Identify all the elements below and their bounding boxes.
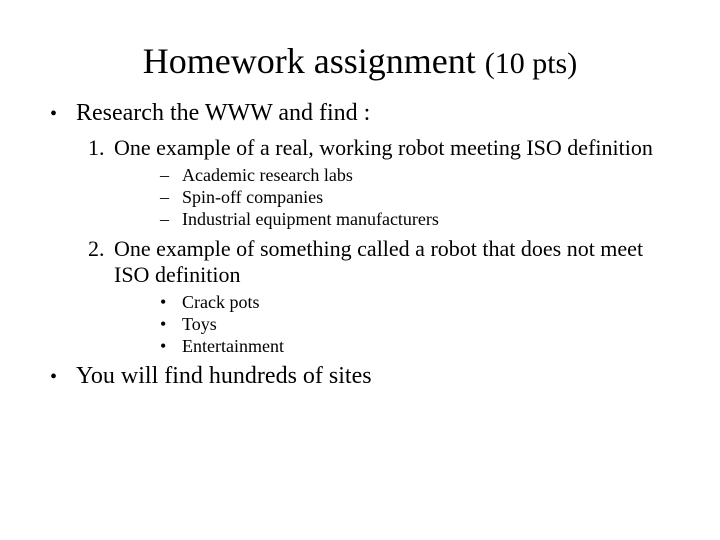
slide: Homework assignment (10 pts) • Research … — [0, 0, 720, 540]
dot-marker: • — [160, 314, 182, 335]
sub-item: – Academic research labs — [160, 165, 670, 186]
numbered-item-2: 2. One example of something called a rob… — [88, 236, 670, 288]
sub-group-1: – Academic research labs – Spin-off comp… — [160, 165, 670, 230]
number-marker: 2. — [88, 236, 114, 262]
sub-item: • Crack pots — [160, 292, 670, 313]
sub-text: Crack pots — [182, 292, 259, 313]
numbered-item-1: 1. One example of a real, working robot … — [88, 135, 670, 161]
title-main: Homework assignment — [143, 41, 476, 81]
dash-marker: – — [160, 187, 182, 208]
sub-item: • Toys — [160, 314, 670, 335]
sub-text: Spin-off companies — [182, 187, 323, 208]
bullet-text: You will find hundreds of sites — [76, 363, 372, 390]
bullet-marker: • — [50, 366, 76, 389]
title-sub: (10 pts) — [485, 47, 578, 80]
slide-title: Homework assignment (10 pts) — [50, 40, 670, 82]
bullet-text: Research the WWW and find : — [76, 100, 370, 127]
sub-text: Industrial equipment manufacturers — [182, 209, 439, 230]
bullet-marker: • — [50, 103, 76, 126]
dot-marker: • — [160, 292, 182, 313]
sub-text: Academic research labs — [182, 165, 353, 186]
sub-item: • Entertainment — [160, 336, 670, 357]
numbered-text: One example of something called a robot … — [114, 236, 670, 288]
bullet-research: • Research the WWW and find : — [50, 100, 670, 127]
sub-item: – Industrial equipment manufacturers — [160, 209, 670, 230]
sub-text: Entertainment — [182, 336, 284, 357]
sub-group-2: • Crack pots • Toys • Entertainment — [160, 292, 670, 357]
dot-marker: • — [160, 336, 182, 357]
number-marker: 1. — [88, 135, 114, 161]
numbered-text: One example of a real, working robot mee… — [114, 135, 653, 161]
bullet-hundreds: • You will find hundreds of sites — [50, 363, 670, 390]
dash-marker: – — [160, 165, 182, 186]
sub-item: – Spin-off companies — [160, 187, 670, 208]
sub-text: Toys — [182, 314, 217, 335]
dash-marker: – — [160, 209, 182, 230]
